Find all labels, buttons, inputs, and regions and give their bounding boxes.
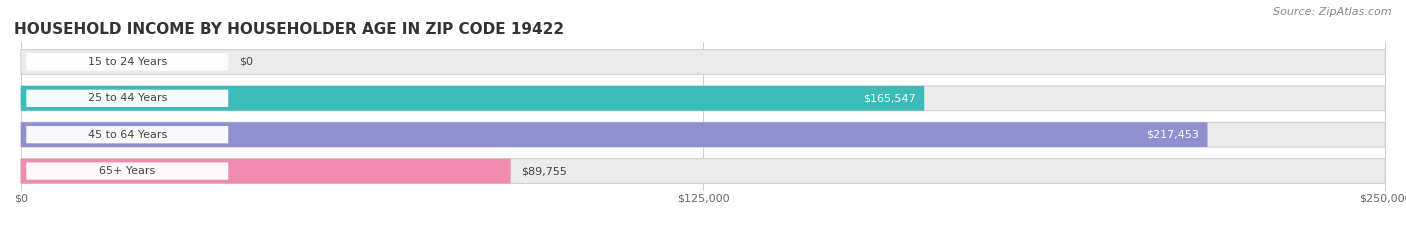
Text: $165,547: $165,547	[863, 93, 917, 103]
Text: 65+ Years: 65+ Years	[100, 166, 156, 176]
FancyBboxPatch shape	[21, 86, 1385, 111]
FancyBboxPatch shape	[21, 159, 1385, 183]
FancyBboxPatch shape	[21, 122, 1208, 147]
FancyBboxPatch shape	[27, 53, 228, 71]
Text: 25 to 44 Years: 25 to 44 Years	[87, 93, 167, 103]
FancyBboxPatch shape	[21, 86, 924, 111]
FancyBboxPatch shape	[21, 159, 510, 183]
Text: $0: $0	[239, 57, 253, 67]
Text: 15 to 24 Years: 15 to 24 Years	[87, 57, 167, 67]
FancyBboxPatch shape	[21, 122, 1385, 147]
FancyBboxPatch shape	[27, 162, 228, 180]
FancyBboxPatch shape	[27, 90, 228, 107]
Text: $89,755: $89,755	[522, 166, 568, 176]
Text: Source: ZipAtlas.com: Source: ZipAtlas.com	[1274, 7, 1392, 17]
FancyBboxPatch shape	[27, 126, 228, 143]
Text: HOUSEHOLD INCOME BY HOUSEHOLDER AGE IN ZIP CODE 19422: HOUSEHOLD INCOME BY HOUSEHOLDER AGE IN Z…	[14, 22, 564, 37]
FancyBboxPatch shape	[21, 50, 1385, 74]
Text: $217,453: $217,453	[1146, 130, 1199, 140]
Text: 45 to 64 Years: 45 to 64 Years	[87, 130, 167, 140]
